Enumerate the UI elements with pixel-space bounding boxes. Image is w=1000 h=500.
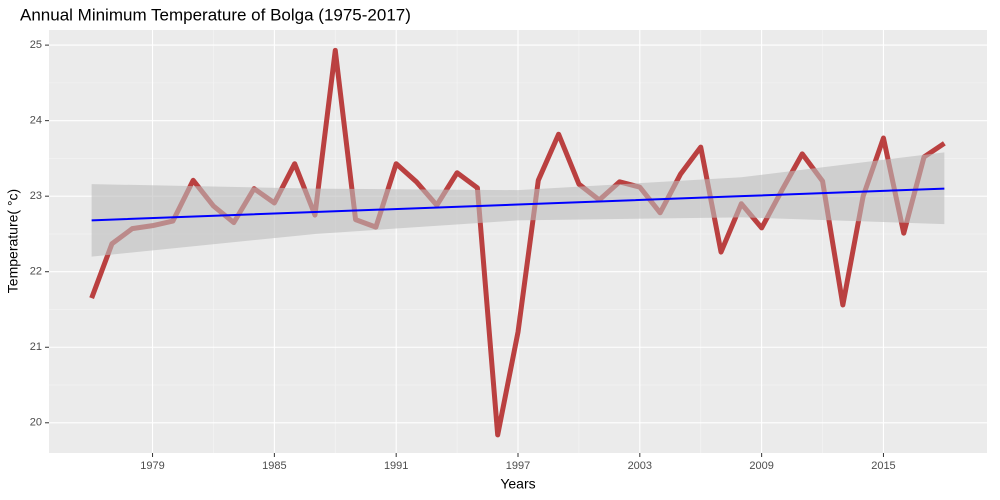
x-axis-label: Years <box>500 476 535 492</box>
y-axis-label: Temperature( °c) <box>5 189 21 293</box>
x-tick-label: 2015 <box>871 460 895 472</box>
y-tick-label: 20 <box>30 417 42 429</box>
y-tick-label: 25 <box>30 39 42 51</box>
x-tick-label: 2009 <box>749 460 773 472</box>
x-tick-label: 1991 <box>384 460 408 472</box>
x-tick-label: 1997 <box>506 460 530 472</box>
x-tick-label: 2003 <box>628 460 652 472</box>
y-tick-label: 21 <box>30 341 42 353</box>
y-tick-label: 22 <box>30 266 42 278</box>
chart-title: Annual Minimum Temperature of Bolga (197… <box>20 5 411 24</box>
x-tick-label: 1985 <box>262 460 286 472</box>
y-tick-label: 23 <box>30 190 42 202</box>
y-tick-label: 24 <box>30 115 42 127</box>
x-tick-label: 1979 <box>140 460 164 472</box>
trend-line <box>91 187 945 222</box>
